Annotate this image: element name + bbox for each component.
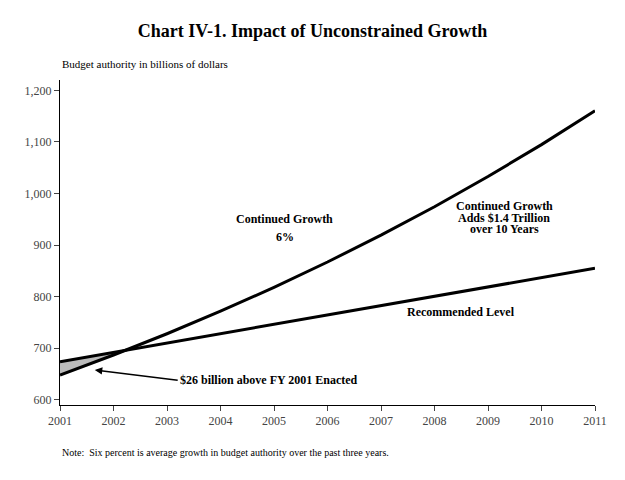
svg-text:2002: 2002 bbox=[102, 414, 126, 428]
svg-text:$26 billion above FY 2001 Enac: $26 billion above FY 2001 Enacted bbox=[180, 373, 358, 387]
svg-text:1,200: 1,200 bbox=[25, 84, 52, 98]
svg-text:2004: 2004 bbox=[209, 414, 233, 428]
svg-text:Note: Six percent is average: Note: Six percent is average growth in b… bbox=[62, 447, 389, 458]
svg-text:2001: 2001 bbox=[48, 414, 72, 428]
svg-text:2008: 2008 bbox=[423, 414, 447, 428]
svg-text:2010: 2010 bbox=[530, 414, 554, 428]
svg-text:2003: 2003 bbox=[155, 414, 179, 428]
svg-text:1,100: 1,100 bbox=[25, 135, 52, 149]
svg-text:800: 800 bbox=[34, 290, 52, 304]
svg-text:over 10 Years: over 10 Years bbox=[470, 222, 539, 236]
svg-text:Recommended Level: Recommended Level bbox=[407, 305, 515, 319]
svg-text:Continued Growth: Continued Growth bbox=[236, 212, 333, 226]
svg-text:Budget authority in billions o: Budget authority in billions of dollars bbox=[62, 58, 228, 70]
svg-text:2005: 2005 bbox=[262, 414, 286, 428]
svg-text:600: 600 bbox=[34, 393, 52, 407]
svg-text:Continued Growth: Continued Growth bbox=[456, 199, 553, 213]
svg-text:2009: 2009 bbox=[476, 414, 500, 428]
svg-text:2011: 2011 bbox=[583, 414, 607, 428]
svg-text:2006: 2006 bbox=[316, 414, 340, 428]
svg-text:6%: 6% bbox=[276, 230, 294, 244]
svg-text:700: 700 bbox=[34, 341, 52, 355]
svg-text:2007: 2007 bbox=[369, 414, 393, 428]
svg-text:Adds $1.4 Trillion: Adds $1.4 Trillion bbox=[458, 211, 550, 225]
svg-text:Chart IV-1. Impact of Unconstr: Chart IV-1. Impact of Unconstrained Grow… bbox=[138, 21, 487, 41]
svg-text:900: 900 bbox=[34, 238, 52, 252]
svg-text:1,000: 1,000 bbox=[25, 187, 52, 201]
